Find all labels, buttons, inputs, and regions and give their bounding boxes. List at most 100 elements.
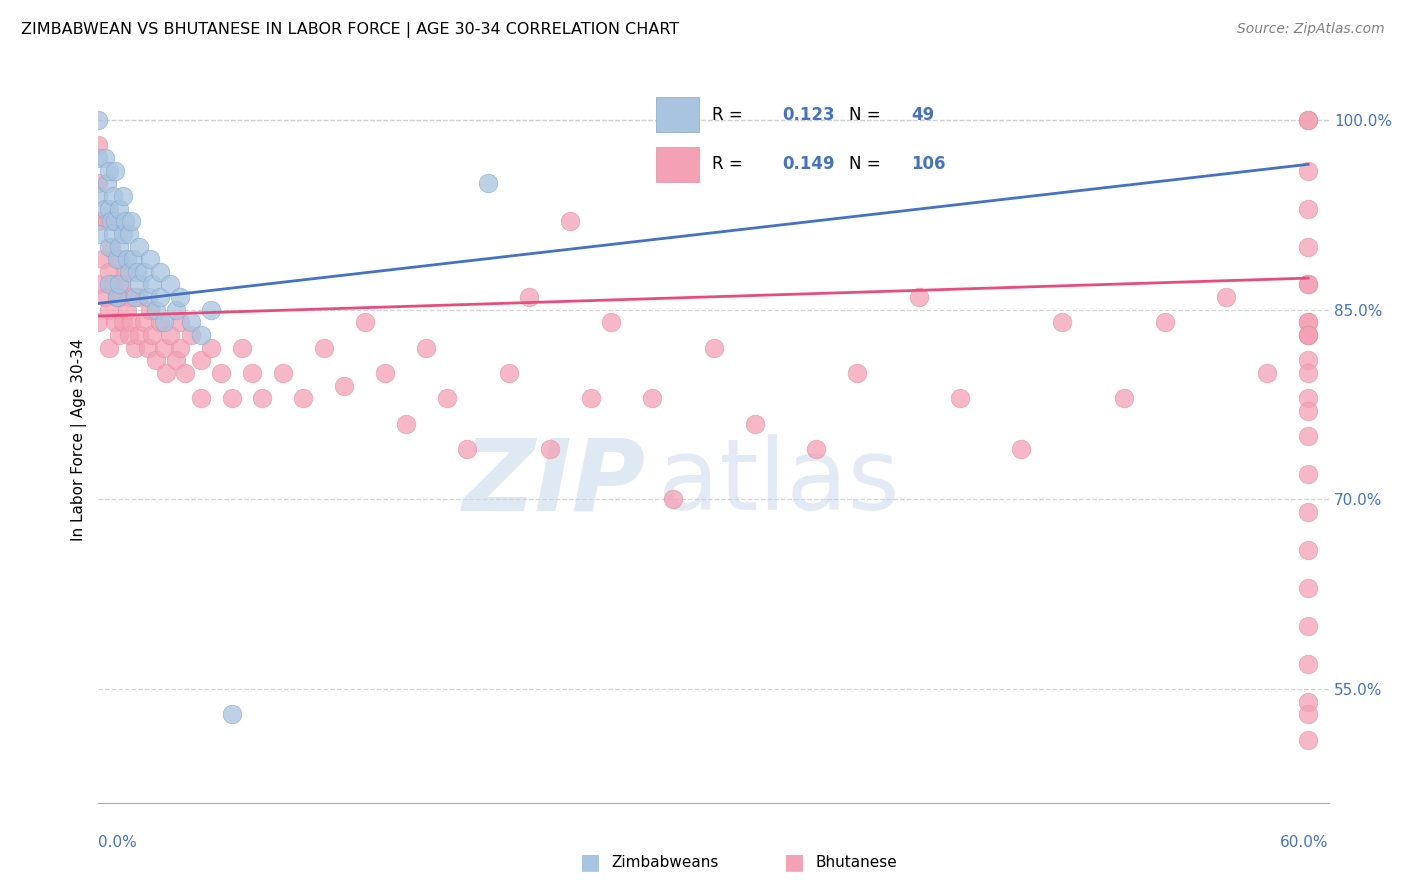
Point — [105, 290, 128, 304]
Point — [165, 353, 187, 368]
Point — [1153, 315, 1175, 329]
Point — [159, 328, 181, 343]
Point — [1296, 277, 1319, 292]
Point — [477, 176, 499, 190]
Point — [1296, 619, 1319, 633]
Point — [180, 315, 202, 329]
Point — [93, 151, 115, 165]
Point — [1296, 505, 1319, 519]
Point — [374, 366, 396, 380]
Point — [457, 442, 479, 456]
Point — [190, 353, 212, 368]
Point — [136, 290, 159, 304]
Point — [1296, 732, 1319, 747]
Text: 0.0%: 0.0% — [98, 836, 138, 850]
Point — [145, 302, 167, 317]
Bar — [655, 147, 699, 182]
Text: R =: R = — [713, 106, 742, 124]
Point — [231, 341, 253, 355]
Point — [101, 227, 124, 241]
Point — [1296, 328, 1319, 343]
Text: ■: ■ — [785, 853, 804, 872]
Point — [87, 138, 110, 153]
Point — [1296, 581, 1319, 595]
Point — [1296, 543, 1319, 558]
Point — [190, 391, 212, 405]
Point — [87, 113, 110, 128]
Point — [108, 277, 131, 292]
Point — [112, 189, 135, 203]
Point — [292, 391, 315, 405]
Bar — [655, 97, 699, 132]
Point — [354, 315, 377, 329]
Point — [271, 366, 294, 380]
Text: Source: ZipAtlas.com: Source: ZipAtlas.com — [1237, 22, 1385, 37]
Text: R =: R = — [713, 154, 742, 173]
Point — [87, 214, 110, 228]
Point — [165, 302, 187, 317]
Point — [1296, 657, 1319, 671]
Point — [127, 265, 149, 279]
Point — [1050, 315, 1073, 329]
Point — [703, 341, 725, 355]
Point — [153, 315, 176, 329]
Point — [1296, 391, 1319, 405]
Point — [108, 328, 131, 343]
Point — [1296, 202, 1319, 216]
Point — [804, 442, 827, 456]
Point — [600, 315, 623, 329]
Point — [120, 315, 142, 329]
Point — [114, 214, 136, 228]
Point — [97, 277, 120, 292]
Point — [120, 214, 142, 228]
Point — [141, 328, 163, 343]
Point — [169, 315, 191, 329]
Point — [118, 290, 141, 304]
Y-axis label: In Labor Force | Age 30-34: In Labor Force | Age 30-34 — [72, 338, 87, 541]
Point — [200, 302, 222, 317]
Point — [159, 277, 181, 292]
Point — [558, 214, 581, 228]
Point — [87, 189, 110, 203]
Point — [169, 341, 191, 355]
Point — [91, 252, 114, 267]
Point — [1296, 328, 1319, 343]
Point — [97, 341, 120, 355]
Point — [312, 341, 335, 355]
Point — [153, 341, 176, 355]
Text: ■: ■ — [581, 853, 600, 872]
Point — [1296, 163, 1319, 178]
Point — [87, 277, 110, 292]
Point — [101, 277, 124, 292]
Point — [101, 189, 124, 203]
Point — [128, 328, 150, 343]
Point — [128, 239, 150, 253]
Point — [200, 341, 222, 355]
Point — [1296, 404, 1319, 418]
Point — [108, 290, 131, 304]
Point — [118, 265, 141, 279]
Point — [180, 328, 202, 343]
Point — [114, 265, 136, 279]
Point — [124, 341, 146, 355]
Text: Zimbabweans: Zimbabweans — [612, 855, 718, 870]
Point — [118, 328, 141, 343]
Point — [1296, 113, 1319, 128]
Point — [100, 214, 122, 228]
Point — [136, 341, 159, 355]
Point — [149, 315, 172, 329]
Point — [96, 214, 118, 228]
Point — [93, 290, 115, 304]
Point — [104, 315, 127, 329]
Point — [155, 366, 177, 380]
Point — [498, 366, 520, 380]
Point — [105, 290, 128, 304]
Point — [87, 227, 110, 241]
Text: atlas: atlas — [658, 434, 900, 532]
Text: N =: N = — [848, 106, 880, 124]
Point — [1296, 328, 1319, 343]
Point — [252, 391, 274, 405]
Point — [579, 391, 602, 405]
Point — [1010, 442, 1032, 456]
Point — [1215, 290, 1237, 304]
